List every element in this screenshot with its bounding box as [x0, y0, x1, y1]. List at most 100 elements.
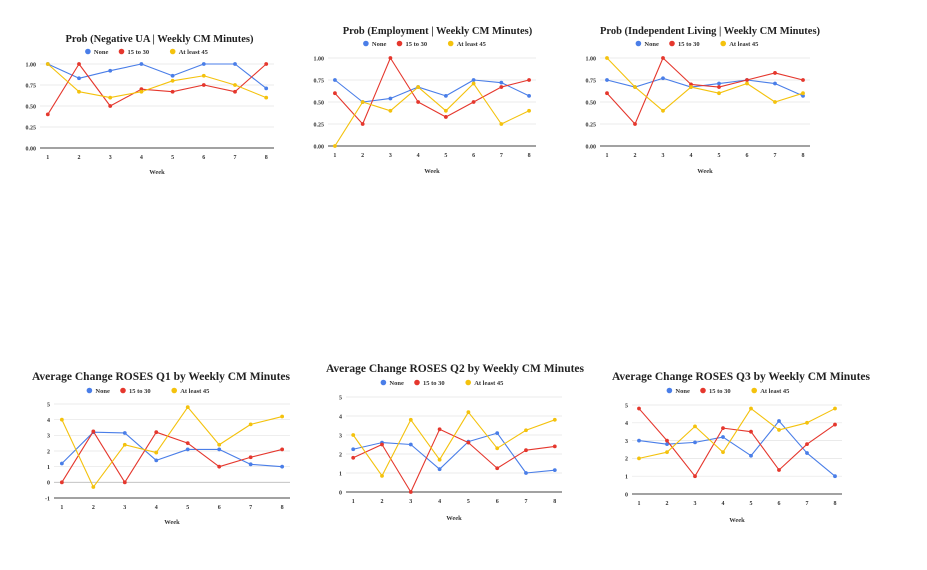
x-tick-label: 6 — [496, 499, 499, 505]
data-point-none — [280, 464, 285, 469]
data-point-mid — [280, 447, 285, 452]
data-point-high — [388, 108, 393, 113]
data-point-mid — [495, 466, 500, 471]
data-point-high — [437, 457, 442, 462]
series-line-high — [606, 57, 804, 112]
legend-label-high: At least 45 — [729, 41, 759, 48]
x-tick-label: 3 — [409, 499, 412, 505]
legend-label-none: None — [389, 380, 404, 387]
series-none — [59, 430, 285, 469]
data-point-high — [777, 428, 781, 432]
data-point-high — [333, 144, 337, 148]
data-point-none — [77, 76, 81, 81]
data-point-high — [351, 433, 356, 437]
chart-title: Average Change ROSES Q1 by Weekly CM Min… — [32, 371, 291, 383]
y-tick-label: 1.00 — [26, 62, 37, 68]
legend: None 15 to 30 At least 45 — [666, 387, 790, 395]
x-tick-label: 5 — [186, 505, 189, 511]
chart-title: Prob (Employment | Weekly CM Minutes) — [343, 26, 533, 37]
series-line-high — [334, 82, 530, 147]
x-tick-label: 3 — [662, 153, 665, 159]
x-axis-label: Week — [446, 515, 462, 522]
x-tick-label: 4 — [140, 155, 143, 161]
series-line-none — [334, 79, 530, 103]
x-tick-label: 1 — [46, 155, 49, 161]
data-point-high — [745, 81, 749, 86]
data-point-none — [185, 447, 190, 452]
data-point-high — [59, 417, 64, 422]
data-point-none — [122, 431, 127, 435]
data-point-mid — [466, 440, 471, 445]
data-point-mid — [122, 480, 127, 485]
data-point-none — [471, 78, 476, 82]
y-tick-label: 2 — [339, 452, 342, 458]
data-point-none — [717, 81, 721, 86]
series-line-none — [638, 420, 836, 477]
series-line-mid — [334, 57, 530, 125]
legend: None 15 to 30 At least 45 — [86, 387, 210, 395]
x-axis-label: Week — [149, 169, 165, 176]
legend-marker-none — [363, 40, 369, 47]
data-point-mid — [333, 91, 337, 96]
x-tick-label: 8 — [802, 153, 805, 159]
data-point-mid — [777, 468, 781, 472]
data-point-high — [721, 450, 725, 455]
x-tick-label: 7 — [774, 153, 777, 159]
legend-marker-none — [86, 387, 93, 394]
legend-marker-mid — [120, 387, 126, 394]
legend-label-high: At least 45 — [457, 41, 487, 48]
legend-marker-high — [720, 40, 726, 47]
x-tick-label: 8 — [834, 501, 837, 507]
series-high — [59, 405, 285, 489]
x-tick-label: 5 — [444, 153, 447, 159]
legend-marker-high — [447, 40, 454, 47]
data-point-mid — [201, 83, 206, 87]
data-point-high — [805, 420, 809, 425]
y-tick-label: 1.00 — [586, 56, 597, 62]
legend-label-none: None — [95, 388, 110, 395]
y-tick-label: 1 — [47, 465, 50, 471]
legend-label-high: At least 45 — [180, 388, 210, 395]
y-tick-label: 1.00 — [314, 56, 325, 62]
series-mid — [637, 406, 837, 479]
data-point-mid — [380, 442, 384, 447]
data-point-high — [45, 62, 50, 66]
data-point-mid — [388, 56, 393, 60]
x-tick-label: 7 — [500, 153, 503, 159]
x-tick-label: 5 — [750, 501, 753, 507]
data-point-mid — [443, 115, 448, 119]
data-point-none — [721, 435, 725, 439]
data-point-high — [605, 56, 609, 60]
legend-label-none: None — [675, 388, 690, 395]
y-tick-label: 5 — [47, 402, 50, 408]
data-point-none — [351, 447, 356, 452]
series-line-high — [638, 408, 836, 459]
x-tick-label: 1 — [606, 153, 609, 159]
series-line-high — [47, 63, 267, 99]
y-tick-label: 0.25 — [26, 125, 37, 131]
data-point-none — [693, 440, 697, 445]
x-tick-label: 2 — [361, 153, 364, 159]
y-tick-label: 3 — [625, 439, 628, 445]
x-tick-label: 6 — [202, 155, 205, 161]
legend-label-mid: 15 to 30 — [709, 388, 731, 395]
chart-title: Average Change ROSES Q3 by Weekly CM Min… — [612, 371, 871, 383]
data-point-high — [170, 78, 175, 83]
y-tick-label: 0.25 — [586, 122, 597, 128]
y-tick-label: 2 — [47, 449, 50, 455]
legend-marker-none — [635, 40, 642, 47]
legend-label-mid: 15 to 30 — [678, 41, 700, 48]
data-point-mid — [45, 112, 50, 117]
data-point-mid — [170, 89, 175, 94]
y-tick-label: 0.00 — [26, 146, 37, 152]
series-line-high — [352, 411, 555, 477]
chart-roses-q3-svg: Average Change ROSES Q3 by Weekly CM Min… — [612, 371, 871, 524]
x-tick-label: 2 — [634, 153, 637, 159]
data-point-high — [248, 422, 253, 427]
data-point-high — [380, 473, 384, 478]
series-none — [351, 431, 557, 475]
legend-marker-mid — [414, 379, 420, 386]
chart-roses-q3: Average Change ROSES Q3 by Weekly CM Min… — [596, 368, 886, 533]
series-line-none — [61, 431, 283, 468]
x-tick-label: 5 — [467, 499, 470, 505]
